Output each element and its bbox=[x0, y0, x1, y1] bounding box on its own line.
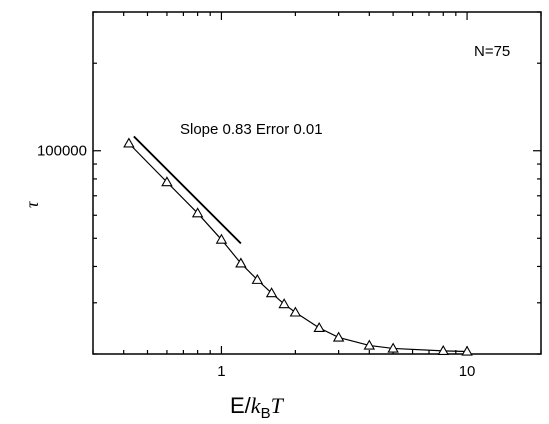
annotation-slope: Slope 0.83 Error 0.01 bbox=[180, 121, 323, 138]
data-point bbox=[191, 207, 204, 218]
data-point bbox=[313, 321, 325, 333]
y-axis-label: τ bbox=[22, 201, 42, 208]
data-point bbox=[289, 306, 302, 317]
ticks bbox=[92, 11, 542, 355]
data-point bbox=[123, 137, 135, 148]
data-point bbox=[363, 339, 376, 350]
x-axis-label-t: T bbox=[271, 393, 285, 418]
data-point bbox=[265, 287, 278, 298]
data-point bbox=[437, 344, 450, 356]
x-tick-label: 1 bbox=[217, 363, 225, 380]
tick-labels: 1 10 100000 bbox=[37, 143, 475, 380]
data-point bbox=[332, 331, 345, 342]
x-axis-label-prefix: E/ bbox=[230, 393, 252, 418]
data-point bbox=[161, 176, 173, 187]
axes bbox=[92, 11, 542, 355]
x-axis-label-k: k bbox=[251, 393, 262, 418]
data-point bbox=[387, 342, 399, 353]
annotation-n: N=75 bbox=[474, 43, 510, 60]
data-point bbox=[461, 345, 473, 356]
plot-frame bbox=[92, 11, 542, 355]
fit-line-segment bbox=[133, 135, 242, 245]
data-point bbox=[215, 233, 228, 244]
y-tick-label: 100000 bbox=[37, 143, 87, 160]
series-line bbox=[128, 142, 468, 353]
data-point bbox=[278, 298, 290, 309]
data-series bbox=[123, 137, 473, 356]
x-tick-label: 10 bbox=[459, 363, 476, 380]
x-axis-label-sub: B bbox=[261, 405, 271, 422]
x-axis-label: E/kBT bbox=[230, 393, 285, 422]
fit-line bbox=[133, 135, 242, 245]
data-point bbox=[251, 273, 264, 284]
data-point bbox=[235, 257, 247, 268]
